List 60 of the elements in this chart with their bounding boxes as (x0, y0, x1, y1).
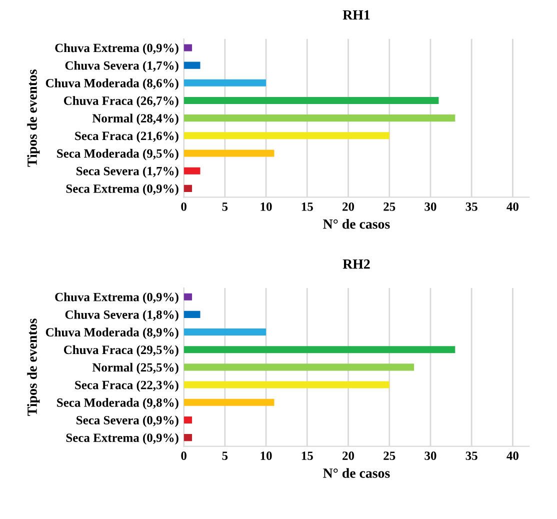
x-tick-label: 25 (384, 452, 396, 460)
bar (184, 96, 439, 104)
x-tick-label: 30 (424, 202, 436, 211)
y-tick-label: Seca Fraca (22,3%) (75, 380, 178, 392)
x-tick-label: 5 (222, 452, 228, 460)
y-tick-label: Seca Severa (1,7%) (76, 166, 178, 178)
y-tick-label: Chuva Extrema (0,9%) (55, 292, 178, 304)
x-axis-title: N° de casos (323, 468, 390, 478)
bar (184, 346, 456, 354)
bar (184, 328, 266, 336)
bar (184, 132, 390, 140)
y-tick-label: Seca Fraca (21,6%) (75, 131, 178, 143)
bar (184, 381, 390, 388)
x-axis-title: N° de casos (323, 218, 390, 229)
bar (184, 310, 200, 318)
y-tick-label: Chuva Severa (1,7%) (65, 60, 178, 72)
bar (184, 364, 414, 371)
y-tick-label: Chuva Fraca (26,7%) (64, 96, 178, 108)
y-tick-label: Normal (25,5%) (92, 362, 178, 374)
y-tick-label: Chuva Moderada (8,9%) (46, 328, 178, 340)
x-tick-label: 15 (302, 452, 313, 460)
bar (184, 416, 192, 424)
y-tick-label: Seca Extrema (0,9%) (66, 433, 178, 445)
y-axis-title: Tipos de eventos (27, 318, 40, 416)
x-tick-label: 15 (302, 202, 313, 211)
x-tick-label: 20 (342, 202, 354, 211)
bar (184, 398, 274, 406)
y-tick-label: Normal (28,4%) (92, 114, 178, 126)
y-tick-label: Chuva Severa (1,8%) (65, 310, 178, 322)
x-tick-label: 35 (466, 452, 478, 460)
y-tick-label: Seca Moderada (9,8%) (57, 398, 178, 410)
chart-title: RH2 (342, 259, 370, 269)
x-tick-label: 0 (181, 452, 186, 460)
bar (184, 114, 456, 122)
bar (184, 62, 200, 69)
chart-title: RH1 (342, 10, 370, 20)
x-tick-label: 20 (342, 452, 354, 460)
bar (184, 44, 192, 52)
bar (184, 293, 192, 300)
x-tick-label: 0 (181, 202, 186, 211)
x-tick-label: 30 (424, 452, 436, 460)
x-tick-label: 5 (222, 202, 228, 211)
x-tick-label: 40 (506, 452, 518, 460)
x-tick-label: 40 (506, 202, 518, 211)
bar (184, 150, 274, 157)
x-tick-label: 25 (384, 202, 396, 211)
bar (184, 79, 266, 86)
y-tick-label: Chuva Moderada (8,6%) (46, 78, 178, 90)
y-tick-label: Chuva Extrema (0,9%) (55, 43, 178, 55)
x-tick-label: 35 (466, 202, 478, 211)
y-tick-label: Seca Moderada (9,5%) (57, 148, 178, 160)
x-tick-label: 10 (260, 452, 272, 460)
y-tick-label: Chuva Fraca (29,5%) (64, 345, 178, 357)
x-tick-label: 10 (260, 202, 272, 211)
bar (184, 167, 200, 174)
y-tick-label: Seca Severa (0,9%) (76, 416, 178, 427)
y-tick-label: Seca Extrema (0,9%) (66, 184, 178, 196)
y-axis-title: Tipos de eventos (27, 70, 40, 167)
bar (184, 434, 192, 442)
bar (184, 184, 192, 192)
